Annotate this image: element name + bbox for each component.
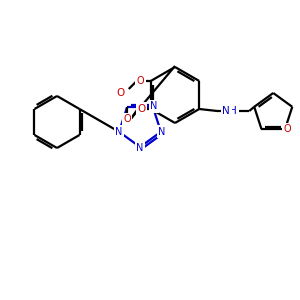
Text: N: N (116, 127, 123, 137)
Text: H: H (230, 106, 237, 116)
Text: N: N (222, 106, 230, 116)
Text: N: N (150, 101, 158, 111)
Text: O: O (123, 114, 131, 124)
Text: O: O (138, 104, 146, 114)
Text: N: N (136, 143, 144, 153)
Text: O: O (283, 124, 291, 134)
Text: O: O (117, 88, 125, 98)
Text: O: O (137, 76, 145, 86)
Text: N: N (158, 127, 166, 137)
